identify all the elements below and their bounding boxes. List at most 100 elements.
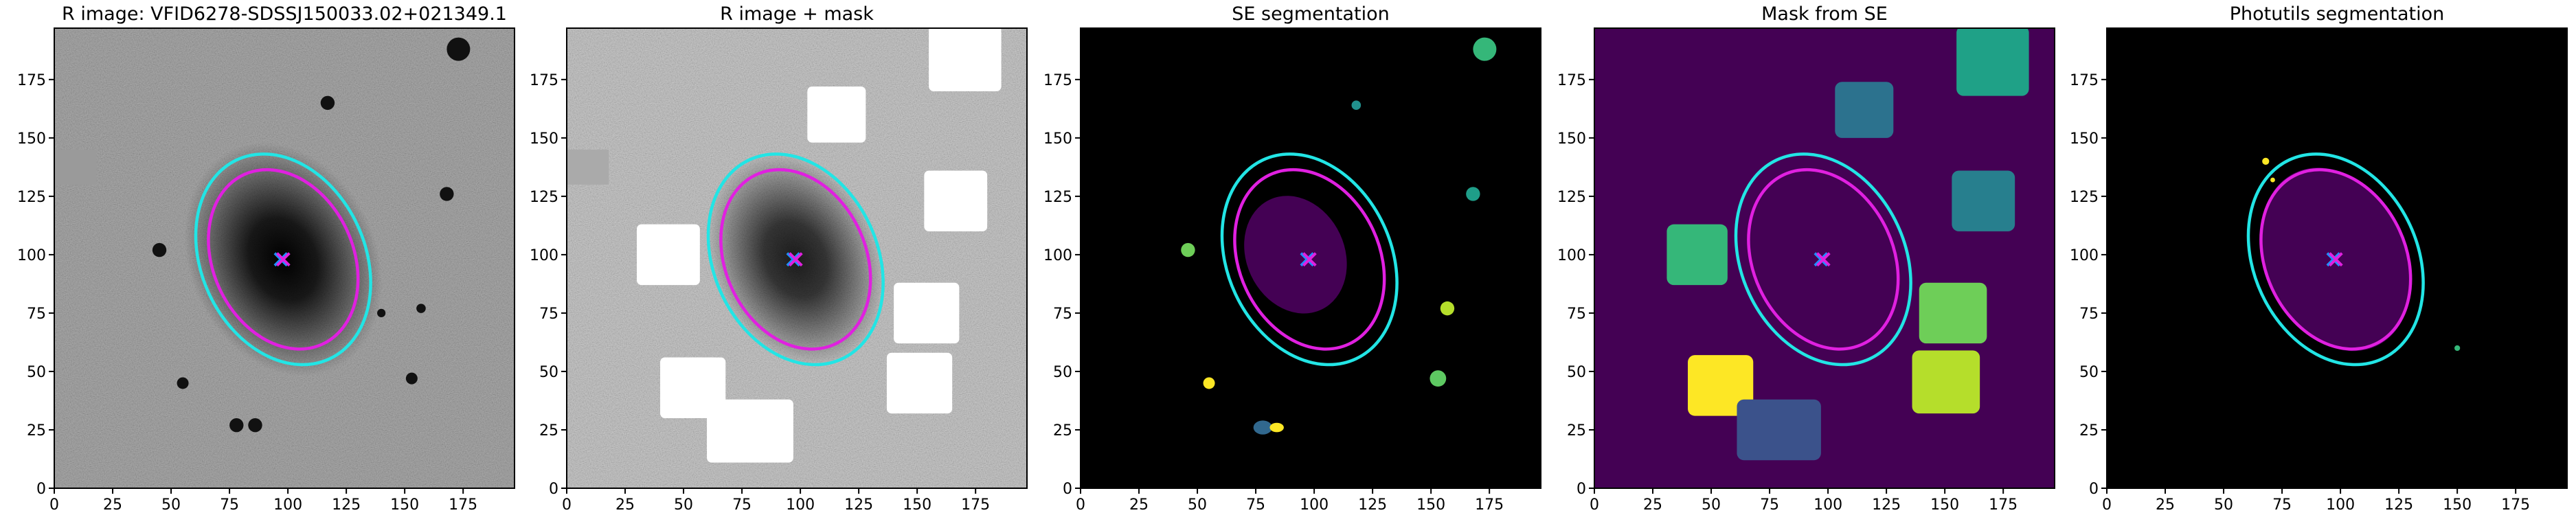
panel: 0 25 50 75 100 125 150 175 0 25 50 75 100 125 150 175 Ph… [2070,3,2568,514]
x-tick-label: 125 [1872,496,1901,514]
y-tick-label: 175 [2070,72,2099,89]
y-tick-label: 75 [1053,306,1072,323]
x-tick-label: 125 [1358,496,1387,514]
marker [275,252,291,267]
marker [1816,252,1831,267]
y-tick-label: 100 [1043,247,1072,264]
ellipse [706,152,885,367]
axes-frame [2106,27,2568,489]
ellipse [2259,168,2413,351]
ellipse [2246,152,2425,367]
y-tick-label: 150 [530,130,558,148]
y-tick-label: 0 [549,481,558,498]
x-tick-label: 75 [732,496,752,514]
marker [273,252,289,267]
x-tick-label: 50 [161,496,181,514]
image [567,28,1027,488]
y-tick-label: 50 [1053,364,1072,381]
y-tick-label: 50 [27,364,46,381]
y-tick-label: 25 [2079,422,2099,439]
x-tick-label: 100 [2326,496,2355,514]
y-tick-label: 25 [539,422,558,439]
axes-frame [566,27,1028,489]
x-tick-label: 125 [2384,496,2413,514]
y-tick-label: 50 [539,364,558,381]
axes-frame [1594,27,2055,489]
x-tick-label: 0 [562,496,572,514]
marker [786,252,801,267]
marker [1814,252,1829,267]
x-tick-label: 25 [1129,496,1149,514]
x-tick-label: 175 [2501,496,2530,514]
ellipse [194,152,372,367]
ellipse [1233,168,1386,351]
y-tick-label: 100 [2070,247,2099,264]
panel-title: SE segmentation [1232,3,1389,25]
y-tick-label: 175 [1043,72,1072,89]
axes-frame [54,27,515,489]
x-tick-label: 50 [674,496,693,514]
ellipse [207,168,360,351]
y-tick-label: 0 [36,481,46,498]
x-tick-label: 50 [1188,496,1207,514]
y-tick-label: 50 [1567,364,1586,381]
marker [1302,252,1317,267]
x-tick-label: 75 [1760,496,1779,514]
marker [1300,252,1315,267]
y-tick-label: 175 [1557,72,1586,89]
x-tick-label: 0 [1076,496,1085,514]
y-tick-label: 75 [27,306,46,323]
panel: 0 25 50 75 100 125 150 175 0 25 50 75 100 125 150 175 R … [17,3,515,514]
panel: 0 25 50 75 100 125 150 175 0 25 50 75 100 125 150 175 Ma… [1557,3,2055,514]
x-tick-label: 150 [903,496,931,514]
x-tick-label: 175 [961,496,990,514]
y-tick-label: 150 [1043,130,1072,148]
marker [2328,252,2343,267]
x-tick-label: 125 [332,496,361,514]
x-tick-label: 150 [1930,496,1959,514]
y-tick-label: 125 [1557,189,1586,206]
x-tick-label: 75 [220,496,239,514]
marker [2326,252,2341,267]
x-tick-label: 150 [390,496,419,514]
y-tick-label: 100 [530,247,558,264]
panel: 0 25 50 75 100 125 150 175 0 25 50 75 100 125 150 175 R … [530,3,1028,514]
y-tick-label: 125 [1043,189,1072,206]
x-tick-label: 100 [1300,496,1329,514]
x-tick-label: 25 [2156,496,2175,514]
x-tick-label: 0 [1590,496,1599,514]
x-tick-label: 75 [1246,496,1265,514]
y-tick-label: 0 [1063,481,1072,498]
y-tick-label: 75 [539,306,558,323]
y-tick-label: 125 [530,189,558,206]
ellipse [719,168,872,351]
x-tick-label: 50 [2214,496,2233,514]
x-tick-label: 150 [1416,496,1445,514]
marker [788,252,803,267]
x-tick-label: 150 [2443,496,2472,514]
panel-title: R image + mask [720,3,874,25]
x-tick-label: 50 [1702,496,1721,514]
x-tick-label: 125 [844,496,873,514]
x-tick-label: 175 [1475,496,1504,514]
y-tick-label: 125 [17,189,46,206]
y-tick-label: 150 [2070,130,2099,148]
panel-title: Photutils segmentation [2230,3,2445,25]
y-tick-label: 25 [27,422,46,439]
y-tick-label: 25 [1053,422,1072,439]
x-tick-label: 100 [1814,496,1842,514]
y-tick-label: 50 [2079,364,2099,381]
x-tick-label: 25 [103,496,122,514]
y-tick-label: 75 [2079,306,2099,323]
y-tick-label: 100 [17,247,46,264]
x-tick-label: 0 [2102,496,2112,514]
y-tick-label: 175 [17,72,46,89]
y-tick-label: 0 [2089,481,2099,498]
y-tick-label: 100 [1557,247,1586,264]
x-tick-label: 100 [273,496,302,514]
panel-title: Mask from SE [1761,3,1888,25]
image [1594,28,2055,488]
y-tick-label: 150 [17,130,46,148]
axes-frame [1080,27,1541,489]
y-tick-label: 75 [1567,306,1586,323]
